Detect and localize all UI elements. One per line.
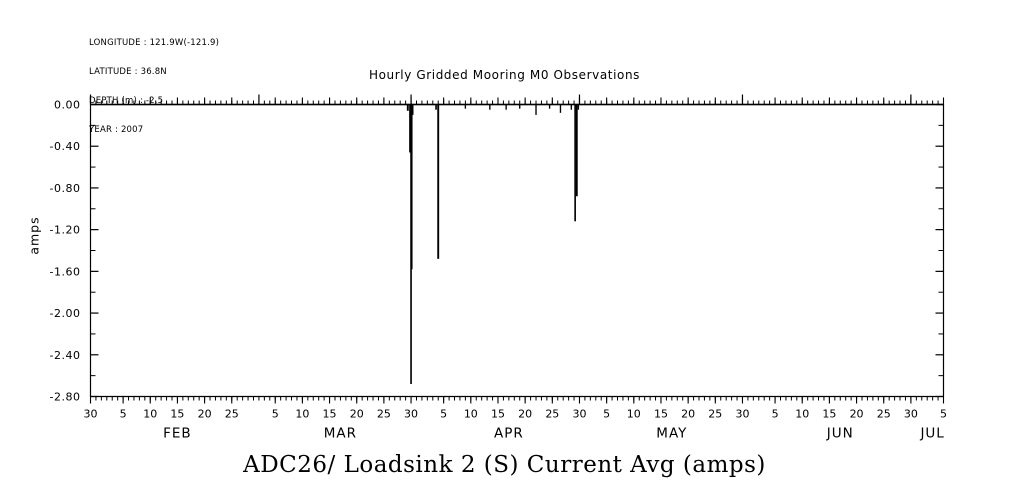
x-month-label: APR — [494, 426, 524, 442]
x-tick-label: 15 — [170, 408, 184, 421]
series-spike — [548, 104, 551, 109]
series-spike — [575, 104, 578, 197]
x-month-label: MAY — [656, 426, 687, 442]
x-tick-label: 20 — [198, 408, 212, 421]
station-metadata: LONGITUDE : 121.9W(-121.9) LATITUDE : 36… — [89, 20, 219, 154]
metadata-depth: DEPTH (m) : -2.5 — [89, 95, 164, 106]
series-spike — [437, 104, 440, 259]
y-tick-label: -2.40 — [50, 349, 81, 362]
x-tick-label: 30 — [904, 408, 918, 421]
x-tick-label: 15 — [323, 408, 337, 421]
y-tick-label: -1.60 — [50, 265, 81, 278]
x-tick-label: 5 — [603, 408, 610, 421]
series-spike — [570, 104, 573, 110]
x-tick-label: 20 — [350, 408, 364, 421]
series-spike — [435, 104, 437, 110]
x-tick-label: 25 — [877, 408, 891, 421]
series-spike — [411, 104, 414, 115]
x-tick-label: 30 — [84, 408, 98, 421]
x-tick-label: 25 — [377, 408, 391, 421]
y-tick-label: -2.00 — [50, 307, 81, 320]
x-tick-label: 30 — [572, 408, 586, 421]
y-tick-label: 0.00 — [54, 99, 81, 112]
x-month-label: MAR — [324, 426, 357, 442]
x-month-label: FEB — [163, 426, 192, 442]
series-spike — [489, 104, 491, 110]
x-tick-label: 5 — [772, 408, 779, 421]
series-spike — [535, 104, 537, 115]
plot-title: Hourly Gridded Mooring M0 Observations — [368, 68, 641, 82]
plot-caption: ADC26/ Loadsink 2 (S) Current Avg (amps) — [243, 452, 766, 478]
x-tick-label: 15 — [822, 408, 836, 421]
x-tick-label: 10 — [143, 408, 157, 421]
x-tick-label: 10 — [795, 408, 809, 421]
x-tick-label: 20 — [681, 408, 695, 421]
series-spike — [505, 104, 507, 110]
x-tick-label: 15 — [654, 408, 668, 421]
y-tick-label: -2.80 — [50, 391, 81, 404]
x-tick-label: 15 — [491, 408, 505, 421]
x-month-label: JUN — [826, 426, 854, 442]
series-spike — [559, 104, 562, 113]
x-month-label: JUL — [919, 426, 944, 442]
x-tick-label: 10 — [627, 408, 641, 421]
data-series — [90, 103, 944, 384]
series-spike — [464, 104, 467, 109]
x-tick-label: 30 — [735, 408, 749, 421]
series-spike — [574, 104, 576, 222]
metadata-latitude: LATITUDE : 36.8N — [89, 66, 167, 77]
x-tick-label: 25 — [545, 408, 559, 421]
x-tick-label: 25 — [225, 408, 239, 421]
series-spike — [409, 104, 411, 153]
metadata-year: YEAR : 2007 — [89, 124, 144, 135]
x-tick-label: 20 — [518, 408, 532, 421]
y-tick-label: -1.20 — [50, 224, 81, 237]
x-tick-label: 5 — [272, 408, 279, 421]
x-tick-label: 20 — [850, 408, 864, 421]
x-tick-label: 5 — [940, 408, 947, 421]
series-spike — [406, 104, 409, 111]
y-tick-label: -0.40 — [50, 140, 81, 153]
x-tick-label: 25 — [708, 408, 722, 421]
x-tick-label: 5 — [120, 408, 127, 421]
x-tick-label: 30 — [404, 408, 418, 421]
series-spike — [411, 104, 413, 270]
metadata-longitude: LONGITUDE : 121.9W(-121.9) — [89, 38, 220, 49]
series-spike — [410, 104, 412, 384]
series-spike — [577, 104, 580, 110]
y-tick-label: -0.80 — [50, 182, 81, 195]
x-tick-label: 5 — [440, 408, 447, 421]
series-spike — [519, 104, 521, 109]
x-tick-label: 10 — [295, 408, 309, 421]
x-tick-label: 10 — [464, 408, 478, 421]
